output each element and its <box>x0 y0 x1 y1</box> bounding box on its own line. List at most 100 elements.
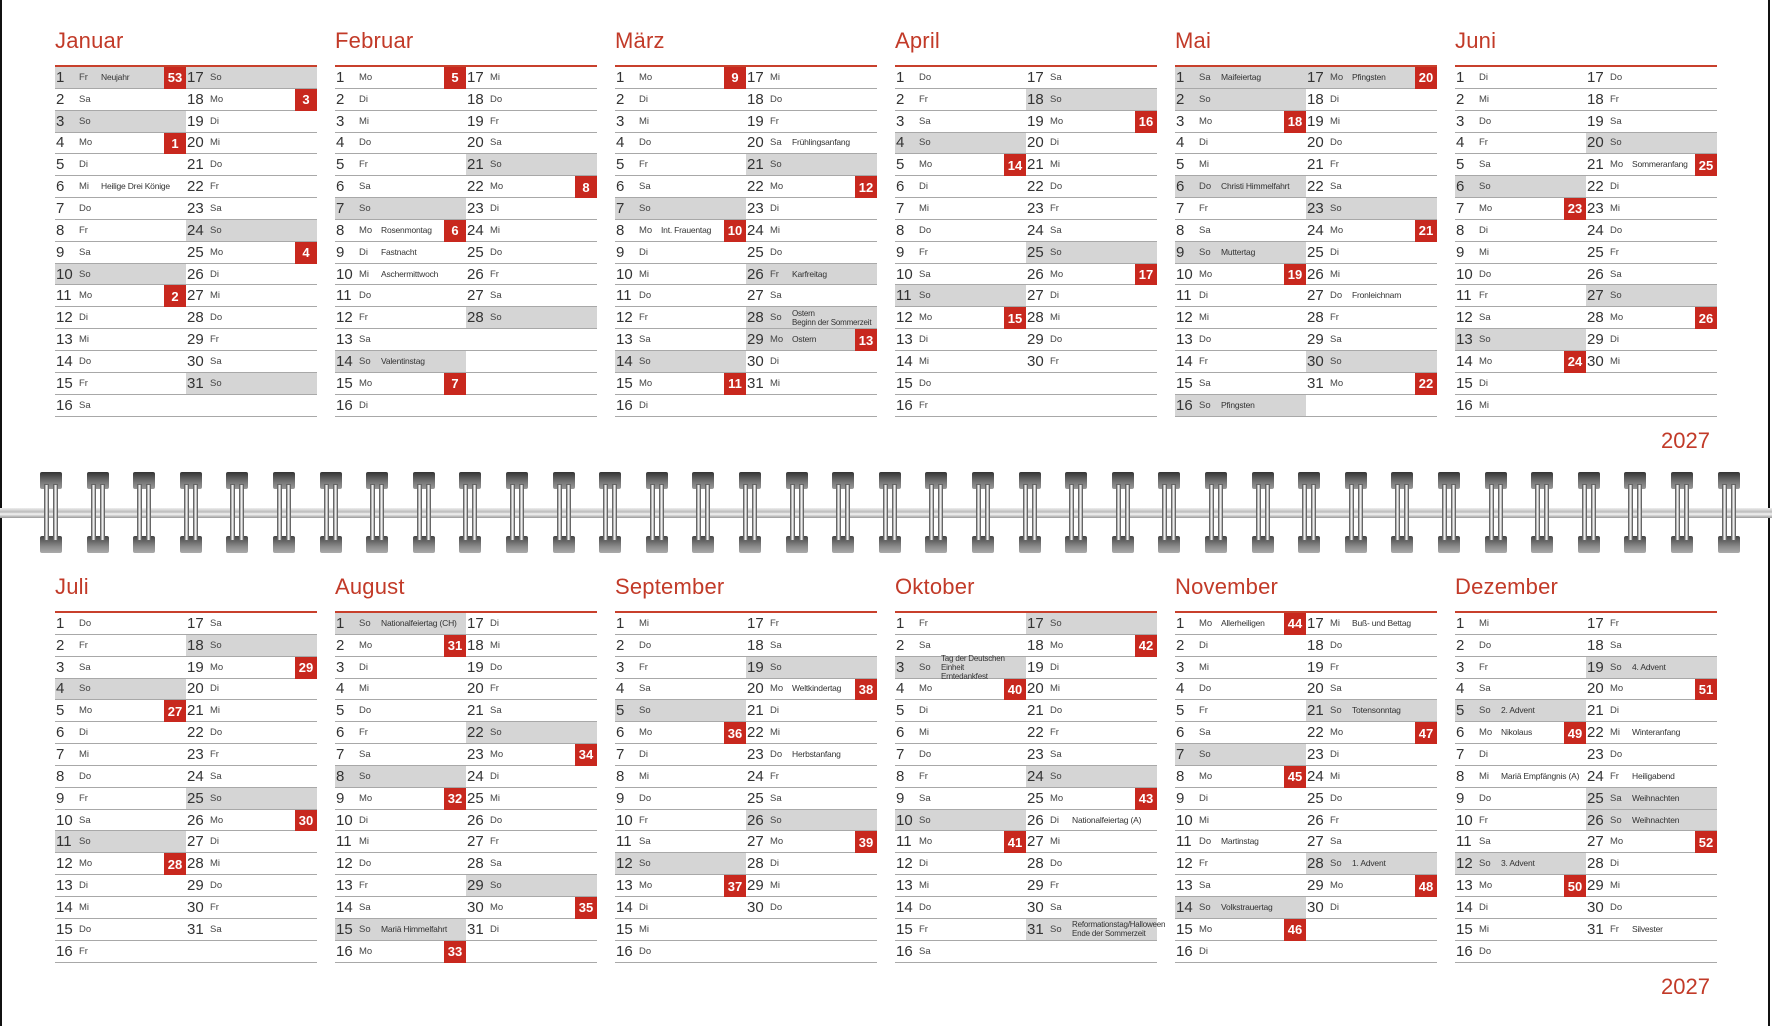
weekday: Sa <box>639 836 651 848</box>
weekday: Fr <box>490 115 499 127</box>
day-cell: 22 Do <box>186 722 317 745</box>
day-cell: 24 Sa <box>186 766 317 788</box>
weekday: Sa <box>1479 159 1491 171</box>
day-number: 17 <box>187 68 204 86</box>
month-title: Mai <box>1175 28 1212 53</box>
day-cell: 22 Mi Winteranfang <box>1586 722 1717 745</box>
day-number: 19 <box>747 658 764 676</box>
weekday: Mi <box>770 71 781 83</box>
week-number-badge: 42 <box>1135 634 1157 657</box>
weekday: Mo <box>1050 115 1064 127</box>
day-cell: 10 Di <box>335 810 466 832</box>
month-title: April <box>895 28 941 53</box>
day-number: 28 <box>1027 309 1044 327</box>
weekday: Do <box>919 901 932 913</box>
spiral-ring <box>1624 472 1647 553</box>
weekday: Mo <box>1050 639 1064 651</box>
day-row: 11 Do 27 Sa <box>335 285 597 308</box>
day-number: 30 <box>1587 352 1604 370</box>
weekday: Di <box>1610 181 1619 193</box>
day-number: 9 <box>896 243 905 261</box>
weekday: So <box>639 202 651 214</box>
day-number: 3 <box>336 658 345 676</box>
day-cell: 4 Sa <box>1455 679 1586 701</box>
day-cell: 28 Mi <box>1026 307 1157 330</box>
day-cell: 24 Mi <box>466 220 597 242</box>
day-cell: 15 So Mariä Himmelfahrt <box>335 918 466 941</box>
day-cell: 30 Fr <box>1026 351 1157 373</box>
day-cell: 11 So <box>895 285 1026 308</box>
weekday: Di <box>79 727 88 739</box>
weekday: Fr <box>210 901 219 913</box>
day-row: 14 Mi 30 Fr <box>895 351 1157 373</box>
day-cell: 18 Di <box>1306 89 1437 111</box>
day-number: 10 <box>1456 265 1473 283</box>
weekday: Di <box>490 923 499 935</box>
day-row: 10 Mo 19 26 Mi <box>1175 263 1437 286</box>
day-row: 4 Mo 40 20 Mi <box>895 678 1157 701</box>
weekday: Mo <box>490 748 504 760</box>
holiday-note: Valentinstag <box>381 355 425 366</box>
day-cell: 11 Mo 41 <box>895 831 1026 854</box>
weekday: Do <box>639 792 652 804</box>
day-number: 15 <box>616 920 633 938</box>
day-cell: 9 Di Fastnacht <box>335 242 466 264</box>
weekday: Sa <box>1199 377 1211 389</box>
weekday: So <box>1330 355 1342 367</box>
day-row: 1 Di 17 Do <box>1455 67 1717 89</box>
spiral-ring <box>739 472 761 553</box>
weekday: Do <box>359 858 372 870</box>
day-row: 5 Do 21 Sa <box>335 700 597 723</box>
week-number-badge: 18 <box>1284 110 1306 133</box>
holiday-note: Sommeranfang <box>1632 159 1688 170</box>
day-cell: 14 Mo 24 <box>1455 350 1586 373</box>
week-number-badge: 14 <box>1004 154 1026 177</box>
day-row: 5 Mo 27 21 Mi <box>55 700 317 723</box>
spiral-ring <box>1111 472 1134 553</box>
day-cell: 30 Di <box>1306 897 1437 919</box>
day-cell: 4 So <box>55 678 186 701</box>
weekday: So <box>1330 202 1342 214</box>
day-cell: 29 Mi <box>746 875 877 897</box>
day-cell: 19 Fr <box>466 111 597 133</box>
weekday: Do <box>1050 705 1063 717</box>
week-number-badge: 13 <box>855 329 877 351</box>
empty-cell <box>1306 919 1437 941</box>
day-number: 2 <box>56 636 65 654</box>
weekday: Fr <box>79 945 88 957</box>
day-cell: 18 Do <box>1306 635 1437 657</box>
weekday: Di <box>1199 639 1208 651</box>
weekday: Do <box>1050 858 1063 870</box>
day-row: 8 Sa 24 Mo 21 <box>1175 219 1437 242</box>
week-number-badge: 22 <box>1415 372 1437 395</box>
day-row: 6 Mi Heilige Drei Könige 22 Fr <box>55 176 317 199</box>
day-cell: 31 Mi <box>746 373 877 395</box>
day-number: 19 <box>1587 658 1604 676</box>
day-cell: 22 So <box>466 722 597 745</box>
week-number-badge: 4 <box>295 241 317 264</box>
day-row: 3 Mi 19 Fr <box>1175 657 1437 679</box>
day-cell: 14 Fr <box>1175 351 1306 373</box>
weekday: Sa <box>1050 224 1062 236</box>
day-cell: 21 So Totensonntag <box>1306 700 1437 723</box>
day-cell: 26 Sa <box>1586 264 1717 286</box>
day-row: 16 Sa <box>55 395 317 417</box>
day-number: 26 <box>1027 811 1044 829</box>
day-cell: 21 So <box>746 154 877 177</box>
day-cell: 2 Fr <box>55 635 186 657</box>
day-number: 10 <box>1456 811 1473 829</box>
day-cell: 8 Do <box>895 220 1026 242</box>
day-row: 12 Mi 28 Fr <box>1175 307 1437 330</box>
weekday: Fr <box>79 224 88 236</box>
day-cell: 30 Sa <box>186 351 317 373</box>
weekday: Do <box>79 202 92 214</box>
holiday-note: Christi Himmelfahrt <box>1221 181 1290 192</box>
day-number: 31 <box>1027 920 1044 938</box>
weekday: So <box>79 268 91 280</box>
day-row: 6 Do Christi Himmelfahrt 22 Sa <box>1175 176 1437 199</box>
weekday: So <box>490 880 502 892</box>
day-cell: 6 Mo Nikolaus 49 <box>1455 722 1586 745</box>
day-number: 9 <box>56 243 65 261</box>
weekday: So <box>770 312 782 324</box>
day-cell: 25 Fr <box>1586 242 1717 264</box>
